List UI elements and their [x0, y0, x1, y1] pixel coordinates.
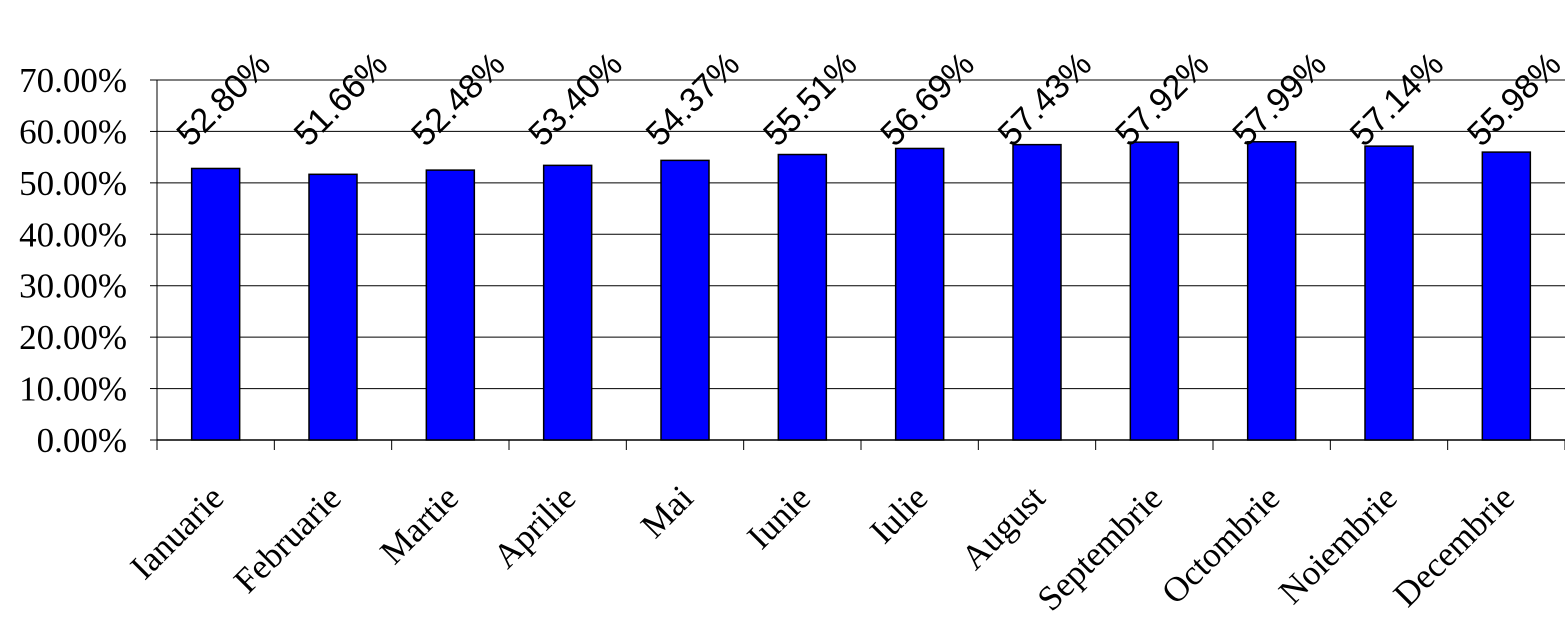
data-label: 55.98%: [1460, 45, 1565, 153]
x-tick-label: Februarie: [226, 478, 348, 600]
bar: [660, 159, 710, 441]
x-tick-label: Iulie: [862, 478, 935, 551]
data-label: 52.48%: [404, 45, 512, 153]
bars: [190, 141, 1532, 441]
bar: [425, 169, 476, 441]
bar: [1012, 143, 1062, 441]
y-tick-label: 0.00%: [37, 421, 127, 460]
bar: [894, 147, 945, 441]
y-tick-label: 40.00%: [19, 215, 127, 254]
y-tick-label: 30.00%: [19, 267, 127, 306]
y-axis: 0.00% 10.00% 20.00% 30.00% 40.00% 50.00% 60.00…: [19, 61, 158, 460]
data-labels: 52.80% 51.66% 52.48% 53.40% 54.37% 55.51% 56.6…: [169, 45, 1565, 153]
data-label: 57.99%: [1225, 45, 1333, 153]
x-tick-label: Ianuarie: [123, 478, 232, 587]
x-tick-label: Iunie: [740, 478, 818, 556]
x-tick-label: Septembrie: [1030, 478, 1170, 618]
bar: [308, 173, 358, 441]
data-label: 53.40%: [521, 45, 629, 153]
data-label: 57.43%: [991, 45, 1099, 153]
bar: [1246, 141, 1297, 441]
data-label: 54.37%: [639, 45, 747, 153]
y-tick-label: 50.00%: [19, 164, 127, 203]
x-tick-label: August: [954, 478, 1053, 577]
y-tick-label: 10.00%: [19, 370, 127, 409]
data-label: 56.69%: [873, 45, 981, 153]
data-label: 57.14%: [1343, 45, 1451, 153]
bar: [1481, 151, 1532, 441]
bar: [190, 167, 241, 441]
x-tick-label: Aprilie: [486, 478, 584, 576]
y-tick-label: 70.00%: [19, 61, 127, 100]
y-tick-label: 60.00%: [19, 112, 127, 151]
x-tick-label: Decembrie: [1386, 478, 1522, 614]
data-label: 57.92%: [1108, 45, 1216, 153]
bar: [777, 153, 828, 441]
gridlines: [157, 79, 1565, 441]
x-tick-label: Octombrie: [1154, 478, 1287, 611]
x-tick-label: Mai: [633, 478, 701, 546]
bar: [1364, 145, 1414, 441]
data-label: 52.80%: [169, 45, 277, 153]
data-label: 51.66%: [287, 45, 395, 153]
data-label: 55.51%: [756, 45, 864, 153]
x-tick-label: Noiembrie: [1271, 478, 1404, 611]
y-tick-label: 20.00%: [19, 318, 127, 357]
x-tick-label: Martie: [372, 478, 466, 572]
bar: [1129, 141, 1180, 441]
bar: [542, 164, 593, 441]
